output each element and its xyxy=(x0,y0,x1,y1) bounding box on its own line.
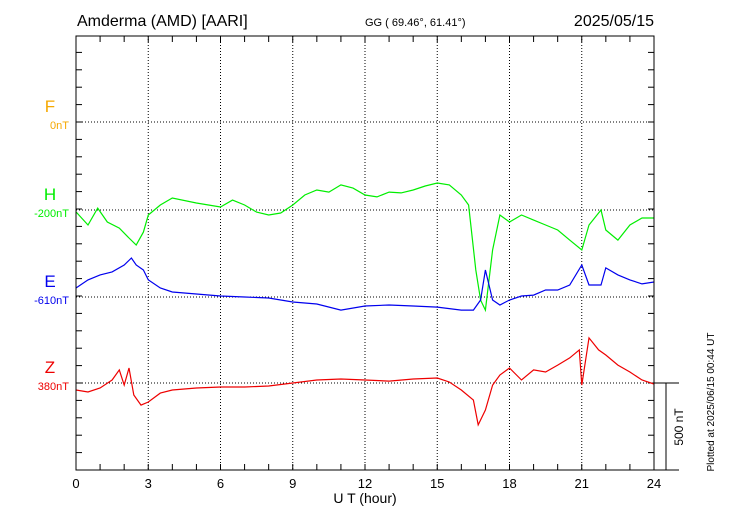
x-tick-label: 21 xyxy=(575,476,589,491)
trace-e xyxy=(75,257,655,311)
trace-z xyxy=(75,336,655,427)
x-tick-label: 12 xyxy=(358,476,372,491)
component-label-z: Z xyxy=(45,358,55,377)
baseline-label-h: -200nT xyxy=(34,208,69,220)
x-tick-label: 24 xyxy=(647,476,661,491)
baseline-label-z: 380nT xyxy=(38,381,69,393)
plotted-note: Plotted at 2025/06/15 00:44 UT xyxy=(706,333,717,472)
component-label-f: F xyxy=(45,97,55,116)
component-label-h: H xyxy=(44,185,56,204)
x-tick-label: 6 xyxy=(217,476,224,491)
x-tick-label: 3 xyxy=(145,476,152,491)
chart-date: 2025/05/15 xyxy=(574,13,654,30)
baseline-label-e: -610nT xyxy=(34,295,69,307)
station-coords: GG ( 69.46°, 61.41°) xyxy=(365,17,466,29)
x-tick-label: 18 xyxy=(502,476,516,491)
plot-frame xyxy=(75,35,655,471)
x-tick-label: 9 xyxy=(289,476,296,491)
chart-title: Amderma (AMD) [AARI] xyxy=(77,13,248,30)
trace-h xyxy=(75,182,654,313)
scale-bar: 500 nT xyxy=(654,382,686,471)
component-label-e: E xyxy=(44,272,55,291)
x-tick-label: 15 xyxy=(430,476,444,491)
scale-bar-label: 500 nT xyxy=(672,408,686,446)
baseline-label-f: 0nT xyxy=(50,120,69,132)
x-axis-label: U T (hour) xyxy=(333,490,396,506)
x-tick-label: 0 xyxy=(72,476,79,491)
